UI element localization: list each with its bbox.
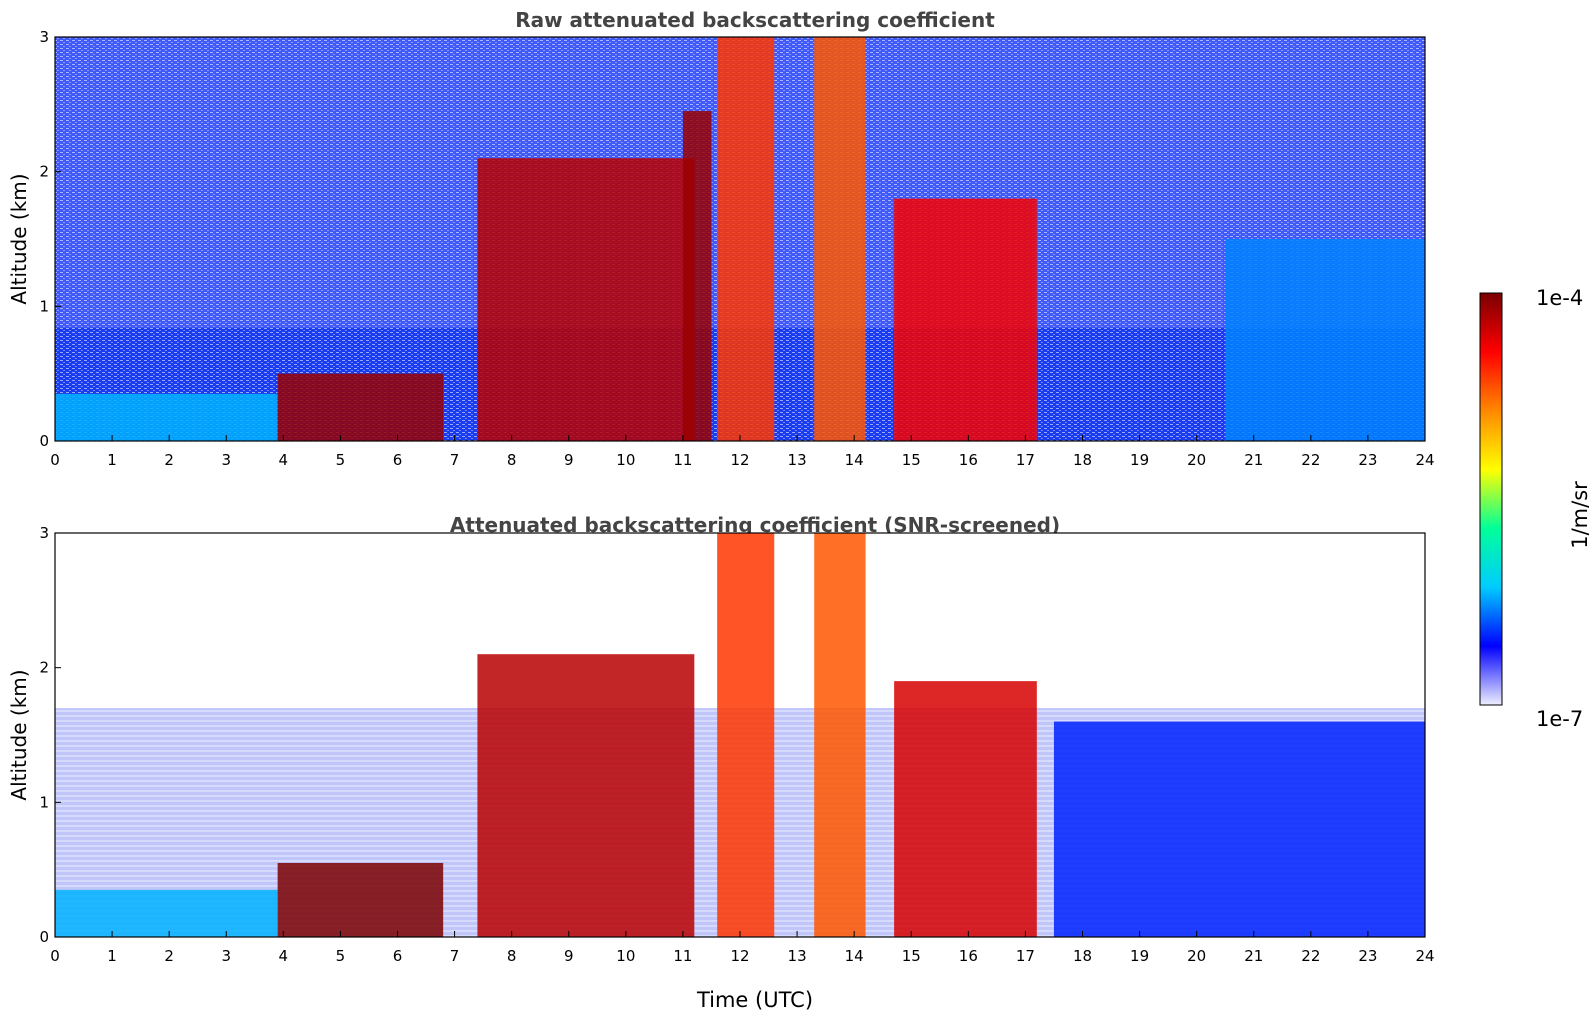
top-x-tick-label: 10 [616, 451, 635, 469]
bottom-x-tick-label: 13 [788, 947, 807, 965]
top-x-tick-label: 4 [279, 451, 289, 469]
top-x-tick-label: 18 [1073, 451, 1092, 469]
top-x-tick-label: 24 [1415, 451, 1434, 469]
top-x-tick-label: 13 [788, 451, 807, 469]
top-backscatter-feature-1 [277, 373, 444, 441]
bottom-x-tick-label: 9 [564, 947, 574, 965]
top-backscatter-feature-2 [477, 158, 695, 441]
top-x-tick-label: 17 [1016, 451, 1035, 469]
top-x-tick-label: 9 [564, 451, 574, 469]
top-y-tick-label: 0 [39, 432, 49, 450]
bottom-x-tick-label: 8 [507, 947, 517, 965]
top-x-tick-label: 20 [1187, 451, 1206, 469]
top-x-tick-label: 14 [845, 451, 864, 469]
top-x-tick-label: 5 [336, 451, 346, 469]
top-backscatter-feature-5 [814, 37, 866, 441]
top-backscatter-feature-0 [55, 393, 278, 441]
top-x-tick-label: 23 [1358, 451, 1377, 469]
top-y-tick-label: 2 [39, 163, 49, 181]
bottom-backscatter-feature-0 [55, 889, 278, 937]
top-x-tick-label: 19 [1130, 451, 1149, 469]
bottom-x-tick-label: 6 [393, 947, 403, 965]
bottom-y-tick-label: 2 [39, 659, 49, 677]
bottom-x-tick-label: 7 [450, 947, 460, 965]
bottom-x-tick-label: 10 [616, 947, 635, 965]
bottom-x-tick-label: 17 [1016, 947, 1035, 965]
top-x-tick-label: 0 [50, 451, 60, 469]
top-y-axis-label: Altitude (km) [7, 173, 31, 304]
bottom-y-axis-label: Altitude (km) [7, 669, 31, 800]
bottom-x-tick-label: 18 [1073, 947, 1092, 965]
top-x-tick-label: 1 [107, 451, 117, 469]
bottom-backscatter-feature-5 [894, 681, 1037, 937]
bottom-x-tick-label: 15 [902, 947, 921, 965]
bottom-x-tick-label: 2 [164, 947, 174, 965]
colorbar [1479, 292, 1503, 706]
bottom-x-tick-label: 24 [1415, 947, 1434, 965]
bottom-x-tick-label: 22 [1301, 947, 1320, 965]
bottom-backscatter-feature-1 [277, 862, 444, 937]
top-backscatter-feature-4 [717, 37, 775, 441]
bottom-x-tick-label: 23 [1358, 947, 1377, 965]
top-x-tick-label: 6 [393, 451, 403, 469]
bottom-x-tick-label: 0 [50, 947, 60, 965]
bottom-backscatter-feature-3 [717, 533, 775, 937]
top-chart-title: Raw attenuated backscattering coefficien… [515, 8, 995, 32]
top-x-tick-label: 21 [1244, 451, 1263, 469]
top-x-tick-label: 16 [959, 451, 978, 469]
bottom-y-tick-label: 0 [39, 928, 49, 946]
bottom-y-tick-label: 1 [39, 793, 49, 811]
top-x-tick-label: 11 [673, 451, 692, 469]
colorbar-unit-label: 1/m/sr [1568, 481, 1592, 549]
bottom-backscatter-feature-6 [1053, 721, 1425, 937]
colorbar-min-label: 1e-7 [1536, 707, 1584, 731]
top-y-tick-label: 3 [39, 28, 49, 46]
top-x-tick-label: 12 [730, 451, 749, 469]
bottom-x-tick-label: 3 [221, 947, 231, 965]
top-backscatter-feature-3 [682, 111, 712, 442]
bottom-x-tick-label: 5 [336, 947, 346, 965]
bottom-x-tick-label: 11 [673, 947, 692, 965]
x-axis-label: Time (UTC) [696, 988, 814, 1012]
top-x-tick-label: 7 [450, 451, 460, 469]
bottom-x-tick-label: 19 [1130, 947, 1149, 965]
bottom-chart-plot-area: 0 1 2 3 4 5 6 7 8 9 10 11 12 13 14 15 16 17 18 19 20 21 22 23 24… [7, 524, 1435, 965]
top-x-tick-label: 22 [1301, 451, 1320, 469]
top-x-tick-label: 2 [164, 451, 174, 469]
colorbar-gradient [1479, 292, 1503, 706]
top-y-tick-label: 1 [39, 297, 49, 315]
top-backscatter-feature-7 [1225, 239, 1425, 441]
top-x-tick-label: 8 [507, 451, 517, 469]
top-backscatter-feature-6 [894, 198, 1037, 441]
bottom-backscatter-feature-4 [814, 533, 866, 937]
bottom-y-tick-label: 3 [39, 524, 49, 542]
bottom-x-tick-label: 12 [730, 947, 749, 965]
bottom-backscatter-feature-2 [477, 654, 695, 937]
colorbar-max-label: 1e-4 [1536, 286, 1584, 310]
bottom-x-tick-label: 1 [107, 947, 117, 965]
top-chart-plot-area: 0 1 2 3 4 5 6 7 8 9 10 11 12 13 14 15 16 17 18 19 20 21 22 23 24… [7, 28, 1435, 469]
bottom-x-tick-label: 20 [1187, 947, 1206, 965]
top-x-tick-label: 3 [221, 451, 231, 469]
bottom-x-tick-label: 16 [959, 947, 978, 965]
bottom-x-tick-label: 14 [845, 947, 864, 965]
bottom-x-tick-label: 4 [279, 947, 289, 965]
bottom-x-tick-label: 21 [1244, 947, 1263, 965]
top-x-tick-label: 15 [902, 451, 921, 469]
